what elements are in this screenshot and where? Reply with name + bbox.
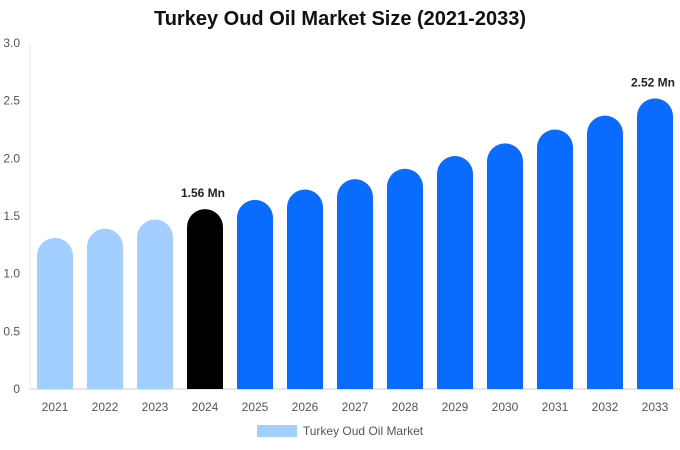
legend[interactable]: Turkey Oud Oil Market [0,424,680,438]
y-tick-label: 2.5 [3,94,20,108]
x-tick-label: 2030 [492,400,519,414]
bar-2029 [437,156,473,389]
data-label: 1.56 Mn [181,186,225,200]
x-tick-label: 2021 [42,400,69,414]
bar-2032 [587,115,623,389]
y-tick-label: 1.5 [3,209,20,223]
y-tick-label: 0.5 [3,324,20,338]
data-label: 2.52 Mn [631,75,675,89]
y-tick-label: 0 [13,382,20,396]
x-tick-label: 2032 [592,400,619,414]
y-tick-label: 2.0 [3,151,20,165]
bar-2028 [387,168,423,389]
x-tick-label: 2023 [142,400,169,414]
x-tick-label: 2029 [442,400,469,414]
legend-swatch [256,425,297,437]
bar-2023 [137,219,173,389]
x-tick-label: 2026 [292,400,319,414]
y-tick-label: 1.0 [3,267,20,281]
y-tick-label: 3.0 [3,36,20,50]
bar-2021 [37,237,73,389]
bar-2024 [187,209,223,389]
bar-2027 [337,179,373,389]
x-tick-label: 2025 [242,400,269,414]
bar-2026 [287,189,323,389]
x-tick-label: 2027 [342,400,369,414]
bar-2022 [87,228,123,389]
x-tick-label: 2028 [392,400,419,414]
x-tick-label: 2024 [192,400,219,414]
x-tick-label: 2022 [92,400,119,414]
bar-2033 [637,98,673,390]
legend-label: Turkey Oud Oil Market [302,424,424,438]
x-tick-label: 2033 [642,400,669,414]
bar-2025 [237,199,273,389]
chart-title: Turkey Oud Oil Market Size (2021-2033) [153,8,526,30]
x-tick-label: 2031 [542,400,569,414]
bar-2031 [537,129,573,389]
bar-2030 [487,143,523,389]
